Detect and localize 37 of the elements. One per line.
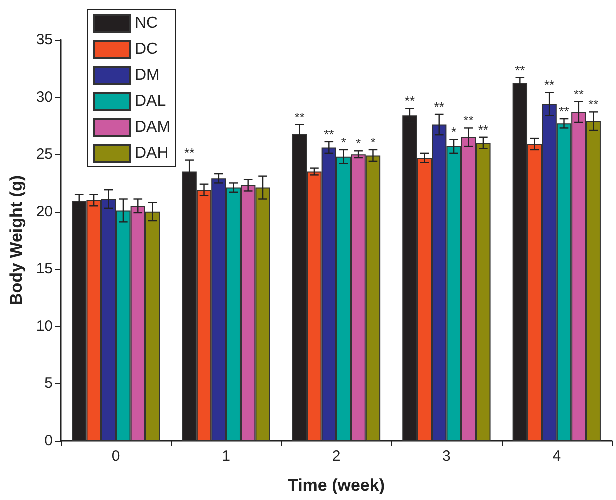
x-tick-label: 4 (552, 448, 562, 465)
y-tick-label: 5 (44, 375, 53, 392)
data-label: ** (515, 62, 526, 78)
legend-label: DAL (135, 93, 166, 110)
y-tick-label: 30 (36, 88, 53, 106)
data-label: ** (559, 104, 570, 120)
x-tick-label: 0 (112, 448, 120, 465)
y-tick-label: 15 (36, 260, 53, 278)
data-label: ** (294, 110, 305, 125)
data-label: * (370, 134, 376, 150)
legend-label: NC (135, 15, 158, 32)
x-tick-label: 3 (442, 448, 451, 465)
y-axis-title: Body Weight (g) (7, 176, 26, 306)
y-tick-label: 25 (36, 146, 53, 164)
data-label: ** (544, 78, 555, 93)
data-label: ** (574, 86, 584, 102)
data-label: ** (588, 97, 599, 112)
data-label: * (452, 124, 457, 140)
y-tick-label: 35 (36, 32, 53, 48)
x-axis-title: Time (week) (288, 476, 386, 495)
data-label: ** (324, 126, 334, 142)
legend-label: DM (135, 67, 160, 84)
legend-label: DC (135, 41, 158, 58)
legend-label: DAH (135, 145, 169, 162)
data-label: ** (404, 94, 416, 109)
x-tick-label: 1 (222, 448, 230, 465)
data-label: * (341, 134, 346, 150)
data-label: ** (464, 113, 474, 128)
y-tick-label: 0 (44, 432, 53, 450)
x-tick-label: 2 (332, 448, 341, 465)
legend-label: DAM (135, 119, 171, 136)
data-label: ** (434, 99, 444, 114)
data-label: ** (478, 122, 488, 138)
data-label: ** (184, 145, 195, 160)
y-tick-label: 20 (36, 203, 53, 220)
data-label: * (356, 136, 362, 152)
y-tick-label: 10 (36, 318, 53, 335)
